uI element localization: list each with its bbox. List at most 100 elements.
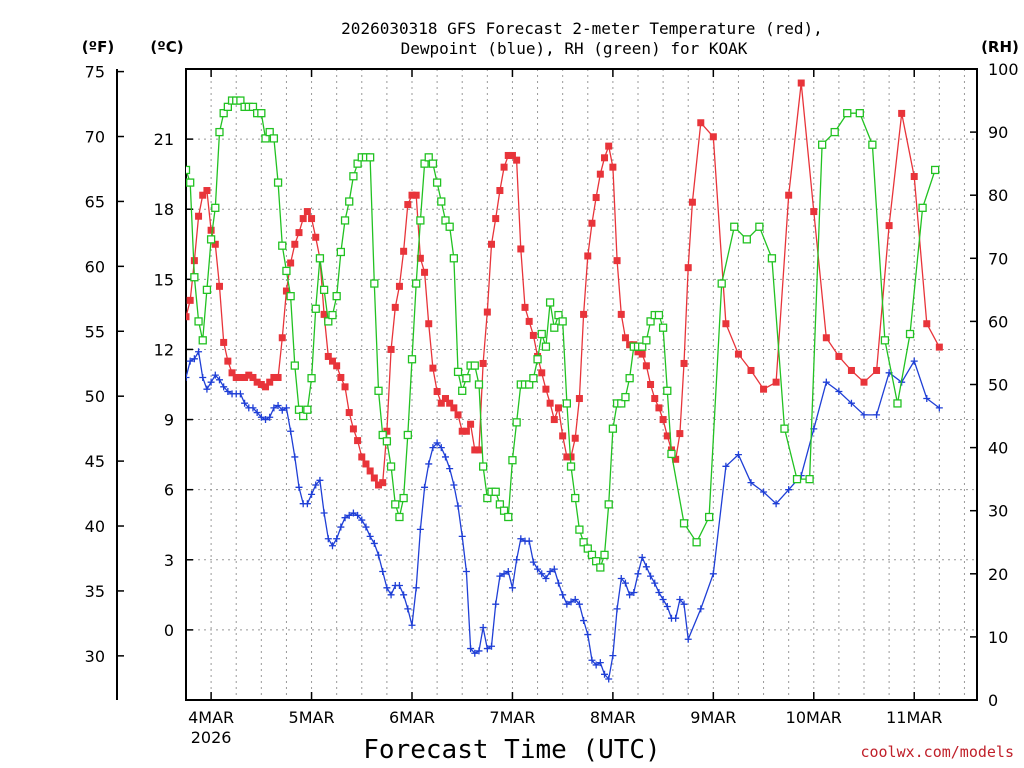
rh-point <box>345 197 354 206</box>
dewpoint-point <box>366 532 374 540</box>
temperature-point <box>421 268 429 276</box>
temperature-point <box>860 378 868 386</box>
dewpoint-point <box>454 502 462 510</box>
rh-point <box>336 247 346 257</box>
date-tick-year: 2026 <box>191 728 232 747</box>
series-layer <box>186 79 943 683</box>
dewpoint-point <box>747 479 755 487</box>
rh-point <box>843 109 852 118</box>
dewpoint-point <box>525 537 533 545</box>
dewpoint-point <box>638 553 646 561</box>
rh-point <box>575 525 584 534</box>
temperature-point <box>220 338 228 346</box>
temperature-point <box>308 215 316 223</box>
rh-point <box>391 500 400 509</box>
dewpoint-point <box>680 600 688 608</box>
temperature-point <box>634 348 642 356</box>
rh-point <box>730 222 739 231</box>
rh-point <box>278 241 287 250</box>
temperature-point <box>249 373 257 381</box>
dewpoint-point <box>354 511 362 519</box>
dewpoint-point <box>471 649 479 657</box>
temperature-point <box>496 187 504 195</box>
dewpoint-point <box>437 444 445 452</box>
rh-point <box>830 127 839 137</box>
temperature-point <box>709 133 717 141</box>
temperature-point <box>935 343 943 351</box>
temperature-point <box>847 366 855 374</box>
rh-point <box>236 96 245 105</box>
dewpoint-point <box>190 355 198 363</box>
temperature-point <box>400 247 408 255</box>
temperature-point <box>873 366 881 374</box>
rh-point <box>566 462 576 471</box>
dewpoint-point <box>207 378 215 386</box>
temperature-point <box>588 219 596 227</box>
rh-point <box>508 456 517 465</box>
rh-point <box>299 411 308 421</box>
dewpoint-point <box>375 551 383 559</box>
rh-point <box>562 399 572 408</box>
celsius-tick-label: 0 <box>164 621 174 640</box>
temperature-point <box>257 381 265 388</box>
dewpoint-point <box>462 567 470 575</box>
temperature-point <box>416 254 424 262</box>
dewpoint-point <box>349 509 357 517</box>
dewpoint-point <box>257 413 265 421</box>
rh-point <box>550 323 559 332</box>
temperature-point <box>584 252 592 260</box>
dewpoint-point <box>400 591 408 599</box>
dewpoint-point <box>554 579 562 587</box>
rh-point <box>478 462 488 471</box>
dewpoint-point <box>847 399 855 407</box>
temperature-point <box>697 119 705 127</box>
rh-point <box>604 500 613 509</box>
dewpoint-point <box>416 525 424 533</box>
rh-tick-label: 40 <box>988 439 1008 458</box>
rh-point <box>755 222 764 231</box>
rh-point <box>504 512 513 522</box>
rh-point <box>198 336 207 345</box>
temperature-point <box>195 212 203 220</box>
rh-point <box>780 424 789 433</box>
fahrenheit-tick-label: 70 <box>85 128 105 147</box>
rh-point <box>499 506 509 515</box>
dewpoint-point <box>860 411 868 419</box>
rh-tick-label: 90 <box>988 123 1008 142</box>
rh-point <box>525 380 534 389</box>
temperature-point <box>601 154 609 162</box>
temperature-point <box>354 437 362 445</box>
rh-point <box>319 285 329 295</box>
rh-point <box>663 386 672 395</box>
date-tick-label: 8MAR <box>590 708 636 727</box>
rh-point <box>617 399 626 408</box>
dewpoint-point <box>408 621 416 629</box>
temperature-point <box>345 409 353 417</box>
dewpoint-point <box>873 411 881 419</box>
dewpoint-point <box>282 404 290 412</box>
rh-point <box>420 159 429 168</box>
rh-point <box>855 109 864 118</box>
rh-point <box>428 159 438 168</box>
rh-point <box>805 474 814 484</box>
rh-point <box>717 279 726 288</box>
dewpoint-point <box>303 500 311 508</box>
dewpoint-point <box>584 631 592 639</box>
rh-point <box>792 474 802 484</box>
dewpoint-point <box>458 532 466 540</box>
rh-point <box>596 563 605 572</box>
temperature-point <box>822 334 830 342</box>
temperature-point <box>203 187 211 195</box>
temperature-point <box>684 264 692 272</box>
celsius-tick-label: 21 <box>154 130 174 149</box>
dewpoint-point <box>475 647 483 655</box>
dewpoint-point <box>203 385 211 393</box>
chart-title-line-2: Dewpoint (blue), RH (green) for KOAK <box>401 39 748 58</box>
dewpoint-point <box>575 600 583 608</box>
temperature-point <box>642 362 650 370</box>
temperature-point <box>504 151 512 159</box>
rh-point <box>679 519 689 528</box>
temperature-point <box>211 240 219 248</box>
rh-point <box>265 127 274 137</box>
rh-point <box>257 109 266 118</box>
